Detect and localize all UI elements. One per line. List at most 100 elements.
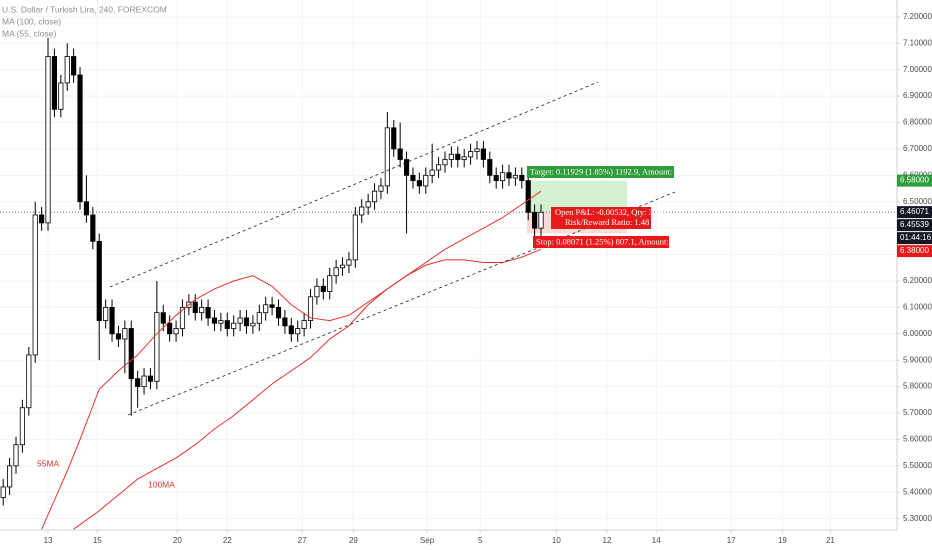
y-tick-label: 6.10000 <box>903 302 932 311</box>
candle-body <box>320 285 326 292</box>
x-tick-label: 14 <box>652 536 661 545</box>
candle-body <box>269 304 275 308</box>
candle-body <box>0 486 6 498</box>
candle-body <box>167 322 173 335</box>
target-label: Target: 0.11929 (1.85%) 1192.9, Amount: … <box>530 166 703 176</box>
candle-body <box>231 322 237 329</box>
candle-body <box>45 56 51 224</box>
candle-body <box>429 169 435 176</box>
candle-body <box>96 240 102 321</box>
profit-zone <box>527 180 627 213</box>
y-tick-label: 7.10000 <box>903 38 932 47</box>
y-tick-label: 6.50000 <box>903 197 932 206</box>
candle-body <box>26 354 32 409</box>
candle-body <box>19 407 25 446</box>
candle-body <box>64 56 70 84</box>
candle-body <box>250 322 256 327</box>
candle-body <box>122 328 128 340</box>
candle-body <box>301 320 307 329</box>
candle-body <box>352 214 358 261</box>
candle-body <box>416 180 422 187</box>
candle-body <box>199 306 205 314</box>
candle-body <box>339 264 346 269</box>
y-tick-label: 5.30000 <box>903 514 932 523</box>
candle-body <box>525 180 531 213</box>
candle-body <box>128 328 134 380</box>
x-tick-label: 10 <box>552 536 561 545</box>
candle-body <box>512 174 518 179</box>
x-tick-label: 27 <box>298 536 307 545</box>
price-tag <box>897 206 932 219</box>
candle-body <box>538 211 544 229</box>
candle-body <box>442 159 448 166</box>
candle-body <box>160 312 166 324</box>
candle-body <box>455 153 461 160</box>
y-tick-label: 5.80000 <box>903 382 932 391</box>
candle-body <box>307 296 314 321</box>
y-tick-label: 5.90000 <box>903 355 932 364</box>
candle-body <box>295 328 301 335</box>
ma-label: 100MA <box>148 479 175 489</box>
chart-title: U.S. Dollar / Turkish Lira, 240, FOREXCO… <box>2 4 167 14</box>
candle-body <box>39 214 45 224</box>
ma-layer <box>41 190 542 530</box>
candles-layer <box>0 38 544 506</box>
y-tick-label: 5.70000 <box>903 408 932 417</box>
y-tick-label: 6.70000 <box>903 144 932 153</box>
candle-body <box>448 153 454 160</box>
ratio-label: Risk/Reward Ratio: 1.48 <box>565 217 649 227</box>
ma-line <box>41 248 542 530</box>
candle-body <box>51 56 57 110</box>
candle-body <box>384 127 390 187</box>
candle-body <box>141 375 147 388</box>
candle-body <box>391 127 397 150</box>
candle-body <box>243 317 250 327</box>
x-tick-label: 22 <box>223 536 232 545</box>
candle-body <box>327 275 333 292</box>
y-tick-label: 6.80000 <box>903 118 932 127</box>
candle-body <box>519 174 525 182</box>
price-tag-label: 6.58000 <box>900 176 929 185</box>
candle-body <box>7 465 13 488</box>
channel-lower <box>127 191 676 416</box>
pnl-label: Open P&L: -0.00532, Qty: 3097 <box>555 207 666 217</box>
candle-body <box>461 156 467 160</box>
candle-body <box>410 174 416 182</box>
candle-body <box>371 190 378 203</box>
y-tick-label: 5.40000 <box>903 487 932 496</box>
y-tick-label: 7.20000 <box>903 12 932 21</box>
pnl-label-box <box>551 207 651 229</box>
x-tick-label: 13 <box>44 536 53 545</box>
candle-body <box>397 148 403 160</box>
indicator-legend: MA (55, close) <box>2 28 56 38</box>
candle-body <box>263 304 269 314</box>
indicator-legend: MA (100, close) <box>2 16 61 26</box>
candle-body <box>403 159 410 176</box>
candle-body <box>13 444 19 467</box>
candle-body <box>346 259 352 266</box>
candle-body <box>135 378 141 388</box>
candle-body <box>192 301 198 314</box>
candle-body <box>282 317 288 327</box>
position-zones <box>0 180 897 234</box>
x-tick-label: 5 <box>478 536 483 545</box>
price-tag-label: 6.45539 <box>900 220 929 229</box>
candle-body <box>480 148 486 160</box>
x-tick-label: 12 <box>603 536 612 545</box>
candle-body <box>179 306 186 329</box>
x-tick-label: 29 <box>349 536 358 545</box>
price-tag <box>897 245 932 258</box>
candle-body <box>288 325 294 335</box>
candle-body <box>365 201 371 208</box>
y-tick-label: 7.00000 <box>903 65 932 74</box>
candle-body <box>58 82 64 110</box>
price-tag-label: 6.38000 <box>900 246 929 255</box>
candle-body <box>103 306 109 321</box>
price-tag-label: 6.46071 <box>900 207 929 216</box>
ma-label: 55MA <box>37 458 60 468</box>
position-labels: Target: 0.11929 (1.85%) 1192.9, Amount: … <box>527 166 703 248</box>
candle-body <box>77 74 83 203</box>
stop-label-box <box>533 236 669 248</box>
